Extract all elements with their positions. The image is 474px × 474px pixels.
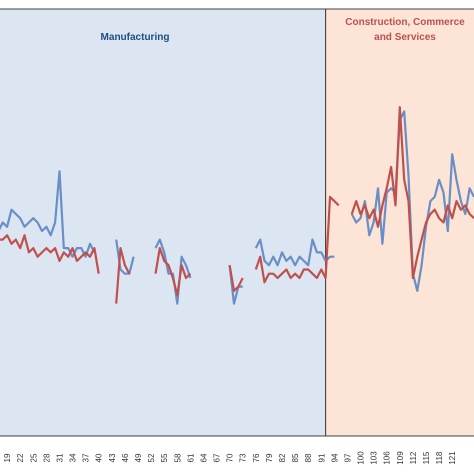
- x-tick-label: 55: [160, 453, 169, 462]
- x-tick-label: 37: [82, 453, 91, 462]
- series-2-line: [254, 195, 340, 284]
- x-axis-ticks: 19 22 25 28 31 34 37 40 43 46 49 52 55 58 61 64 67 70 73 76…: [3, 451, 457, 465]
- x-tick-label: 61: [186, 453, 195, 462]
- x-tick-label: 103: [370, 451, 379, 465]
- x-tick-label: 94: [330, 453, 339, 462]
- x-tick-label: 46: [121, 453, 130, 462]
- x-tick-label: 73: [239, 453, 248, 462]
- services-panel: [325, 8, 474, 437]
- x-tick-label: 91: [317, 453, 326, 462]
- x-tick-label: 43: [108, 453, 117, 462]
- x-tick-label: 76: [252, 453, 261, 462]
- x-tick-label: 64: [199, 453, 208, 462]
- services-label-line: Construction, Commerce: [345, 17, 465, 28]
- series-1-line: [154, 238, 192, 305]
- x-tick-label: 106: [383, 451, 392, 465]
- x-tick-label: 34: [69, 453, 78, 462]
- series-2-line: [154, 247, 192, 297]
- x-tick-label: 100: [357, 451, 366, 465]
- x-tick-label: 88: [304, 453, 313, 462]
- x-tick-label: 118: [435, 451, 444, 464]
- x-tick-label: 67: [213, 453, 222, 462]
- series-1-line: [0, 170, 96, 258]
- x-tick-label: 49: [134, 453, 143, 462]
- manufacturing-panel: [0, 8, 327, 437]
- x-tick-label: 79: [265, 453, 274, 462]
- x-tick-label: 40: [95, 453, 104, 462]
- services-label-line: and Services: [374, 32, 436, 43]
- series-layer: [0, 106, 474, 305]
- series-1-line: [254, 238, 335, 267]
- x-tick-label: 19: [3, 453, 12, 462]
- x-tick-label: 25: [29, 453, 38, 462]
- x-tick-label: 82: [278, 453, 287, 462]
- x-tick-label: 28: [42, 453, 51, 462]
- series-2-line: [0, 234, 100, 274]
- x-tick-label: 85: [291, 453, 300, 462]
- x-tick-label: 115: [422, 451, 431, 464]
- x-tick-label: 112: [409, 451, 418, 464]
- x-tick-label: 97: [343, 453, 352, 462]
- x-tick-label: 121: [448, 451, 457, 465]
- series-2-line: [228, 265, 244, 292]
- services-label: Construction, Commerce and Services: [345, 17, 465, 43]
- x-tick-label: 31: [55, 453, 64, 462]
- series-2-line: [115, 247, 131, 304]
- x-tick-label: 22: [16, 453, 25, 462]
- series-2-line: [350, 106, 474, 280]
- manufacturing-label: Manufacturing: [101, 32, 170, 43]
- x-tick-label: 52: [147, 453, 156, 462]
- x-tick-label: 109: [396, 451, 405, 465]
- x-tick-label: 58: [173, 453, 182, 462]
- x-tick-label: 70: [226, 453, 235, 462]
